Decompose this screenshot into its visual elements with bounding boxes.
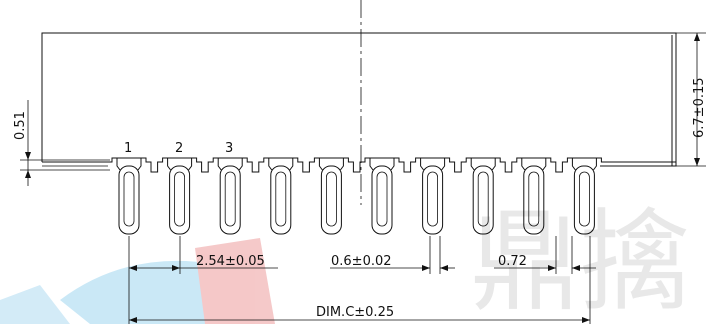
pin-2	[167, 158, 193, 235]
height-label: 6.7±0.15	[692, 77, 706, 138]
height-dimension: 6.7±0.15	[600, 32, 706, 167]
pin-width-dimension: 0.6±0.02	[330, 236, 455, 274]
overall-label: DIM.C±0.25	[316, 305, 394, 320]
watermark-red-block-icon	[195, 238, 275, 324]
pin-6	[369, 158, 395, 235]
pin-9	[521, 158, 547, 235]
pin-width-label: 0.6±0.02	[331, 254, 392, 269]
pins-group	[116, 158, 597, 235]
housing-edge	[42, 157, 677, 173]
offset-dimension: 0.51	[13, 100, 110, 186]
pin-7	[420, 158, 446, 235]
pin-spacing-label: 0.72	[498, 254, 527, 269]
pin-spacing-dimension: 0.72	[494, 236, 596, 274]
housing-body	[41, 32, 677, 166]
pin-label-3: 3	[225, 141, 233, 156]
pin-1	[116, 158, 142, 235]
housing-edge-outline	[42, 157, 677, 173]
pin-label-1: 1	[124, 141, 132, 156]
pin-10	[571, 158, 597, 235]
pin-label-2: 2	[175, 141, 183, 156]
watermark-text: 鼎擒	[470, 198, 690, 324]
watermark: 鼎擒	[0, 198, 690, 324]
pitch-label: 2.54±0.05	[196, 254, 265, 269]
pin-4	[268, 158, 294, 235]
offset-label: 0.51	[13, 111, 28, 140]
watermark-blue-stripe-icon	[0, 285, 70, 324]
pin-5	[318, 158, 344, 235]
pitch-dimension: 2.54±0.05	[128, 236, 278, 324]
overall-dimension: DIM.C±0.25	[129, 236, 591, 324]
pin-3	[217, 158, 243, 235]
pin-8	[470, 158, 496, 235]
